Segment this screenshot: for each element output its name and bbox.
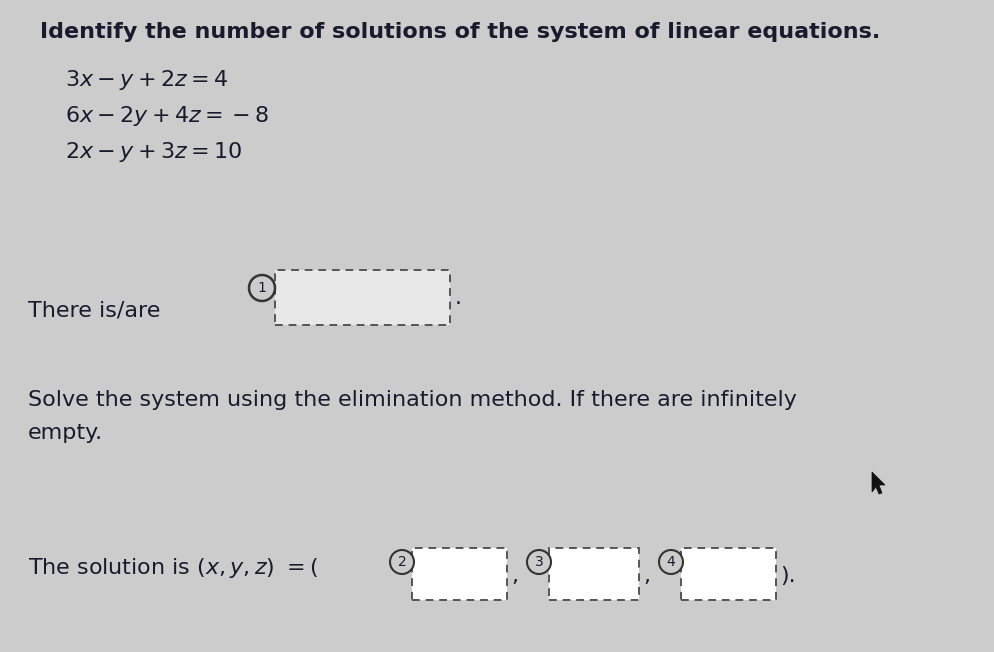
Text: empty.: empty.: [28, 423, 103, 443]
Circle shape: [248, 275, 274, 301]
Circle shape: [658, 550, 682, 574]
Text: ,: ,: [511, 566, 518, 586]
Text: 1: 1: [257, 281, 266, 295]
FancyBboxPatch shape: [680, 548, 775, 600]
Text: .: .: [454, 288, 461, 308]
Text: The solution is $(x, y, z)$ $= ($: The solution is $(x, y, z)$ $= ($: [28, 556, 317, 580]
Polygon shape: [871, 472, 884, 494]
Text: ).: ).: [779, 566, 795, 586]
FancyBboxPatch shape: [412, 548, 507, 600]
Text: $2x - y + 3z = 10$: $2x - y + 3z = 10$: [65, 140, 242, 164]
FancyBboxPatch shape: [549, 548, 638, 600]
Text: $6x - 2y + 4z = -8$: $6x - 2y + 4z = -8$: [65, 104, 269, 128]
Text: ,: ,: [642, 566, 649, 586]
Text: 4: 4: [666, 555, 675, 569]
Text: There is/are: There is/are: [28, 300, 160, 320]
Text: 3: 3: [534, 555, 543, 569]
Circle shape: [527, 550, 551, 574]
Text: Identify the number of solutions of the system of linear equations.: Identify the number of solutions of the …: [40, 22, 880, 42]
Text: 2: 2: [398, 555, 406, 569]
FancyBboxPatch shape: [274, 270, 449, 325]
Text: Solve the system using the elimination method. If there are infinitely: Solve the system using the elimination m…: [28, 390, 796, 410]
Text: $3x - y + 2z = 4$: $3x - y + 2z = 4$: [65, 68, 228, 92]
Circle shape: [390, 550, 414, 574]
